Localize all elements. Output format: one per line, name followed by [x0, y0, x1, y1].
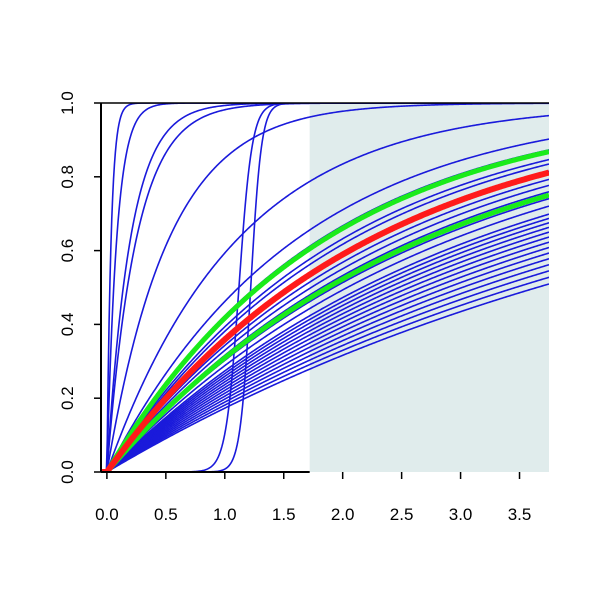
bound-curve-lower [101, 192, 549, 472]
x-tick-label-7: 3.5 [508, 505, 532, 524]
x-tick-label-3: 1.5 [272, 505, 296, 524]
y-tick-label-4: 0.8 [58, 165, 77, 189]
curve-exp-8 [101, 158, 549, 472]
axes: 0.0 0.2 0.4 0.6 0.8 1.0 0.0 0.5 1.0 1.5 2.0 2.5 3.0 3… [58, 91, 549, 524]
y-tick-label-0: 0.0 [58, 460, 77, 484]
curve-exp-29 [101, 283, 549, 472]
curve-exp-19 [101, 226, 549, 472]
curve-exp-25 [101, 257, 549, 472]
curve-exp-27 [101, 270, 549, 472]
y-tick-label-5: 1.0 [58, 91, 77, 115]
curve-exp-23 [101, 246, 549, 472]
x-tick-label-6: 3.0 [449, 505, 473, 524]
x-tick-label-0: 0.0 [95, 505, 119, 524]
curve-exp-6 [101, 138, 549, 472]
y-tick-label-2: 0.4 [58, 313, 77, 337]
x-tick-label-5: 2.5 [390, 505, 414, 524]
y-tick-label-1: 0.2 [58, 386, 77, 410]
shaded-region [309, 103, 549, 472]
curve-exp-24 [101, 252, 549, 472]
bound-curve-upper [101, 149, 549, 472]
curve-exp-26 [101, 263, 549, 472]
x-tick-label-4: 2.0 [331, 505, 355, 524]
curve-exp-20 [101, 231, 549, 472]
curve-exp-4 [101, 103, 549, 472]
curve-exp-22 [101, 241, 549, 472]
curves-layer [101, 103, 549, 472]
highlight-curve [101, 169, 549, 472]
curve-exp-17 [101, 217, 549, 472]
curve-exp-16 [101, 213, 549, 472]
curve-exp-9 [101, 163, 549, 472]
curve-exp-21 [101, 236, 549, 472]
x-tick-label-2: 1.0 [213, 505, 237, 524]
curve-exp-5 [101, 114, 549, 472]
curve-exp-12 [101, 184, 549, 472]
curve-exp-28 [101, 276, 549, 472]
curve-exp-15 [101, 205, 549, 472]
x-tick-label-1: 0.5 [154, 505, 178, 524]
y-tick-label-3: 0.6 [58, 239, 77, 263]
curve-exp-18 [101, 222, 549, 472]
